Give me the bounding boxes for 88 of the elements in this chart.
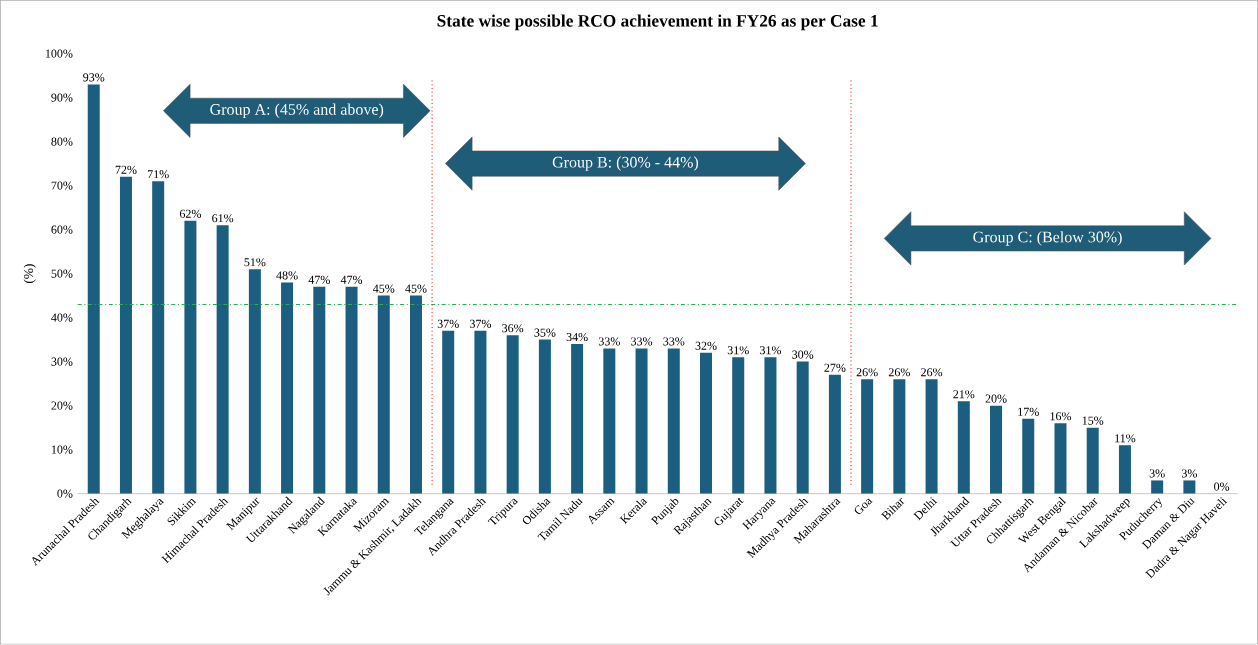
data-label: 17%: [1018, 407, 1039, 417]
data-label: 61%: [212, 214, 234, 223]
data-label: 26%: [921, 368, 943, 377]
data-label: 37%: [437, 319, 459, 329]
y-tick-label: 0%: [57, 489, 73, 498]
y-tick-label: 20%: [51, 401, 73, 410]
bar: [796, 361, 809, 494]
bar: [732, 357, 745, 494]
data-label: 11%: [1115, 434, 1136, 443]
bar: [87, 84, 100, 494]
bar: [1054, 423, 1067, 494]
bar: [861, 379, 874, 494]
y-tick-label: 50%: [51, 269, 73, 278]
data-label: 26%: [888, 368, 910, 377]
x-tick-label: Goa: [854, 498, 873, 515]
annotation: Group C: (Below 30%): [973, 231, 1122, 246]
data-label: 21%: [953, 390, 975, 399]
bar: [764, 357, 777, 494]
data-label: 45%: [405, 284, 427, 293]
data-label: 47%: [340, 275, 363, 285]
annotation: Group A: (45% and above): [210, 103, 384, 119]
bar: [990, 405, 1003, 494]
data-label: 62%: [179, 209, 202, 219]
y-tick-label: 60%: [51, 225, 73, 234]
annotation: Group B: (30% - 44%): [552, 156, 699, 172]
bar: [603, 348, 616, 494]
data-label: 33%: [598, 337, 620, 346]
y-tick-label: 90%: [51, 93, 73, 102]
bar: [571, 344, 584, 494]
data-label: 36%: [502, 324, 524, 333]
bar: [345, 287, 358, 494]
bar: [152, 181, 165, 494]
bar: [957, 401, 970, 494]
data-label: 31%: [760, 346, 782, 355]
data-label: 35%: [534, 328, 556, 337]
data-label: 72%: [115, 165, 137, 175]
bar: [700, 353, 713, 494]
bar: [216, 225, 229, 494]
bar: [409, 295, 422, 494]
bar: [667, 348, 680, 494]
bar: [119, 177, 132, 494]
bar: [635, 348, 648, 494]
data-label: 0%: [1214, 482, 1230, 491]
bar: [828, 375, 841, 494]
bar: [893, 379, 906, 494]
data-label: 37%: [470, 319, 492, 329]
bar: [474, 331, 487, 494]
bar: [313, 287, 326, 494]
y-tick-label: 10%: [51, 445, 73, 454]
data-label: 93%: [83, 73, 105, 82]
data-label: 45%: [372, 284, 395, 293]
y-tick-label: 30%: [51, 357, 73, 366]
bar: [1118, 445, 1131, 494]
data-label: 47%: [308, 275, 330, 285]
y-tick-label: 80%: [51, 137, 73, 146]
data-label: 48%: [276, 271, 298, 280]
data-label: 27%: [824, 363, 846, 373]
data-label: 33%: [631, 337, 653, 346]
bar: [184, 221, 197, 494]
data-label: 71%: [147, 170, 169, 179]
y-tick-label: 70%: [51, 181, 73, 190]
bar: [506, 335, 519, 494]
data-label: 26%: [856, 368, 878, 377]
bar: [925, 379, 938, 494]
data-label: 31%: [727, 346, 749, 355]
bar: [1022, 419, 1035, 494]
data-label: 51%: [244, 258, 266, 267]
data-label: 33%: [663, 337, 685, 346]
bar: [1151, 480, 1164, 494]
chart-title: State wise possible RCO achievement in FY26 as per Case 1: [437, 14, 878, 31]
bar: [1086, 427, 1099, 494]
data-label: 3%: [1149, 469, 1165, 478]
y-axis-title: (%): [23, 264, 36, 284]
bar: [248, 269, 261, 494]
bar: [1183, 480, 1196, 494]
bar: [281, 282, 294, 494]
data-label: 16%: [1050, 412, 1072, 421]
y-tick-label: 100%: [45, 49, 73, 58]
data-label: 3%: [1181, 469, 1197, 478]
bar: [442, 331, 455, 494]
data-label: 34%: [566, 333, 588, 342]
data-label: 15%: [1082, 416, 1104, 425]
bar: [538, 339, 551, 494]
data-label: 20%: [985, 394, 1007, 403]
data-label: 32%: [695, 341, 717, 351]
data-label: 30%: [792, 350, 814, 359]
y-tick-label: 40%: [51, 313, 73, 322]
bar: [377, 295, 390, 494]
